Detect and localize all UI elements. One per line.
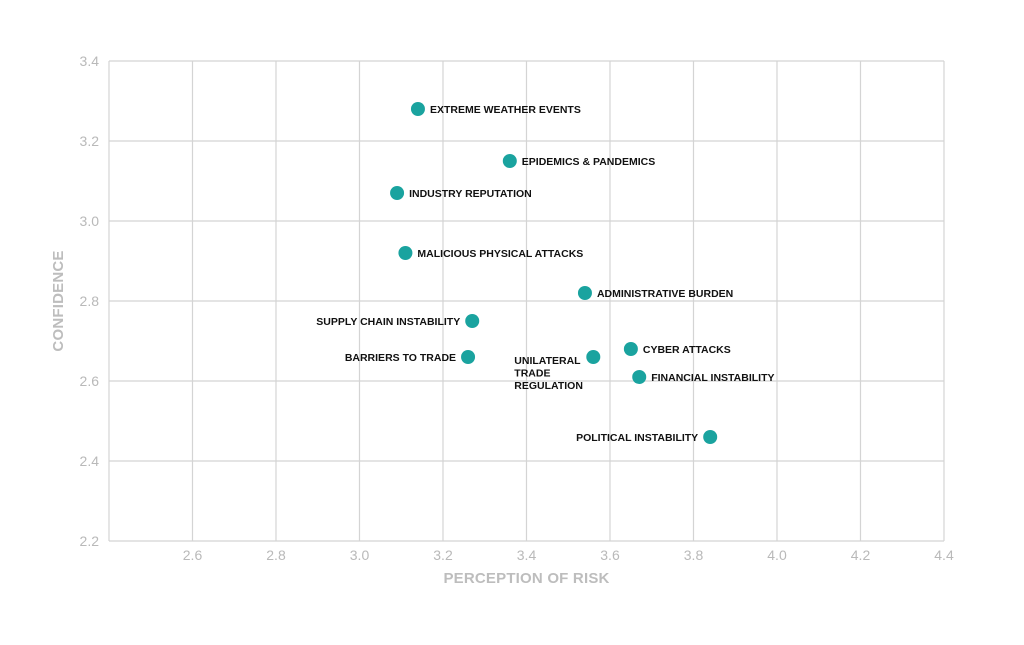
y-tick-label: 3.4 xyxy=(80,53,100,69)
y-tick-label: 2.6 xyxy=(80,373,100,389)
data-point-group: INDUSTRY REPUTATION xyxy=(390,186,532,200)
point-label: EXTREME WEATHER EVENTS xyxy=(430,104,581,116)
x-tick-label: 3.8 xyxy=(684,547,704,563)
y-tick-label: 3.2 xyxy=(80,133,100,149)
data-point xyxy=(623,342,638,356)
x-axis-title: PERCEPTION OF RISK xyxy=(443,570,609,587)
data-point-group: ADMINISTRATIVE BURDEN xyxy=(577,286,733,300)
x-tick-label: 4.2 xyxy=(851,547,871,563)
x-tick-label: 2.8 xyxy=(266,547,286,563)
data-point xyxy=(586,350,601,364)
point-label: INDUSTRY REPUTATION xyxy=(409,188,532,200)
data-point xyxy=(502,154,517,168)
x-tick-label: 3.2 xyxy=(433,547,453,563)
x-tick-label: 4.0 xyxy=(767,547,787,563)
point-label: MALICIOUS PHYSICAL ATTACKS xyxy=(417,248,583,260)
data-point-group: MALICIOUS PHYSICAL ATTACKS xyxy=(398,246,583,260)
data-point xyxy=(398,246,413,260)
data-point xyxy=(703,430,718,444)
data-point xyxy=(465,314,480,328)
point-label: UNILATERAL TRADE REGULATION xyxy=(514,355,583,392)
point-label: POLITICAL INSTABILITY xyxy=(576,432,698,444)
y-axis-ticks: 2.2 2.4 2.6 2.8 3.0 3.2 3.4 xyxy=(80,53,100,549)
y-axis-title: CONFIDENCE xyxy=(50,250,67,351)
data-point-group: EXTREME WEATHER EVENTS xyxy=(410,102,581,116)
data-point xyxy=(461,350,476,364)
y-tick-label: 2.4 xyxy=(80,453,100,469)
point-label: ADMINISTRATIVE BURDEN xyxy=(597,288,733,300)
y-tick-label: 2.8 xyxy=(80,293,100,309)
data-point xyxy=(390,186,405,200)
data-point-group: FINANCIAL INSTABILITY xyxy=(632,370,775,384)
x-tick-label: 3.4 xyxy=(517,547,537,563)
x-tick-label: 3.6 xyxy=(600,547,620,563)
point-label: SUPPLY CHAIN INSTABILITY xyxy=(316,316,460,328)
data-point-group: EPIDEMICS & PANDEMICS xyxy=(502,154,655,168)
point-label: BARRIERS TO TRADE xyxy=(345,352,456,364)
data-point xyxy=(410,102,425,116)
y-tick-label: 3.0 xyxy=(80,213,100,229)
data-point-group: BARRIERS TO TRADE xyxy=(345,350,476,364)
data-points: EXTREME WEATHER EVENTS EPIDEMICS & PANDEM… xyxy=(316,102,775,444)
point-label: FINANCIAL INSTABILITY xyxy=(651,372,774,384)
data-point xyxy=(577,286,592,300)
y-tick-label: 2.2 xyxy=(80,533,100,549)
x-tick-label: 2.6 xyxy=(183,547,203,563)
x-axis-ticks: 2.6 2.8 3.0 3.2 3.4 3.6 3.8 4.0 4.2 4.4 xyxy=(183,547,954,563)
data-point-group: SUPPLY CHAIN INSTABILITY xyxy=(316,314,480,328)
point-label: EPIDEMICS & PANDEMICS xyxy=(522,156,655,168)
data-point-group: UNILATERAL TRADE REGULATION xyxy=(514,350,601,392)
x-tick-label: 4.4 xyxy=(934,547,954,563)
data-point xyxy=(632,370,647,384)
grid xyxy=(108,60,945,542)
x-tick-label: 3.0 xyxy=(350,547,370,563)
data-point-group: CYBER ATTACKS xyxy=(623,342,731,356)
point-label: CYBER ATTACKS xyxy=(643,344,731,356)
data-point-group: POLITICAL INSTABILITY xyxy=(576,430,718,444)
